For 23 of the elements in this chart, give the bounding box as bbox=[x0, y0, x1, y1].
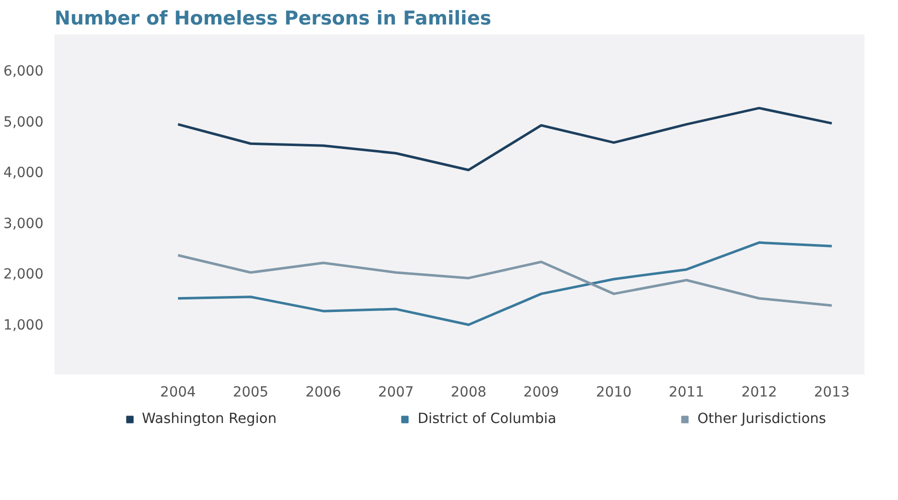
line-series bbox=[176, 241, 834, 326]
x-tick-label: 2005 bbox=[232, 384, 268, 400]
x-tick-label: 2012 bbox=[741, 384, 777, 400]
line-series bbox=[176, 106, 834, 172]
line-series bbox=[176, 254, 834, 307]
legend-label: Washington Region bbox=[142, 411, 277, 427]
y-tick-label: 1,000 bbox=[3, 317, 44, 334]
legend-label: District of Columbia bbox=[418, 411, 556, 427]
x-tick-label: 2004 bbox=[160, 384, 196, 400]
x-tick-label: 2008 bbox=[450, 384, 486, 400]
x-tick-label: 2007 bbox=[378, 384, 414, 400]
y-tick-label: 2,000 bbox=[3, 266, 44, 283]
x-tick-label: 2009 bbox=[523, 384, 560, 400]
chart-title: Number of Homeless Persons in Families bbox=[54, 8, 492, 30]
x-tick-label: 2006 bbox=[305, 384, 342, 400]
y-tick-label: 3,000 bbox=[3, 216, 44, 232]
x-tick-label: 2013 bbox=[814, 384, 850, 400]
legend-label: Other Jurisdictions bbox=[697, 411, 826, 427]
x-tick-label: 2010 bbox=[596, 384, 632, 400]
y-tick-label: 4,000 bbox=[3, 165, 44, 182]
y-tick-label: 5,000 bbox=[3, 114, 44, 130]
y-tick-label: 6,000 bbox=[3, 64, 44, 80]
x-tick-label: 2011 bbox=[668, 384, 704, 400]
